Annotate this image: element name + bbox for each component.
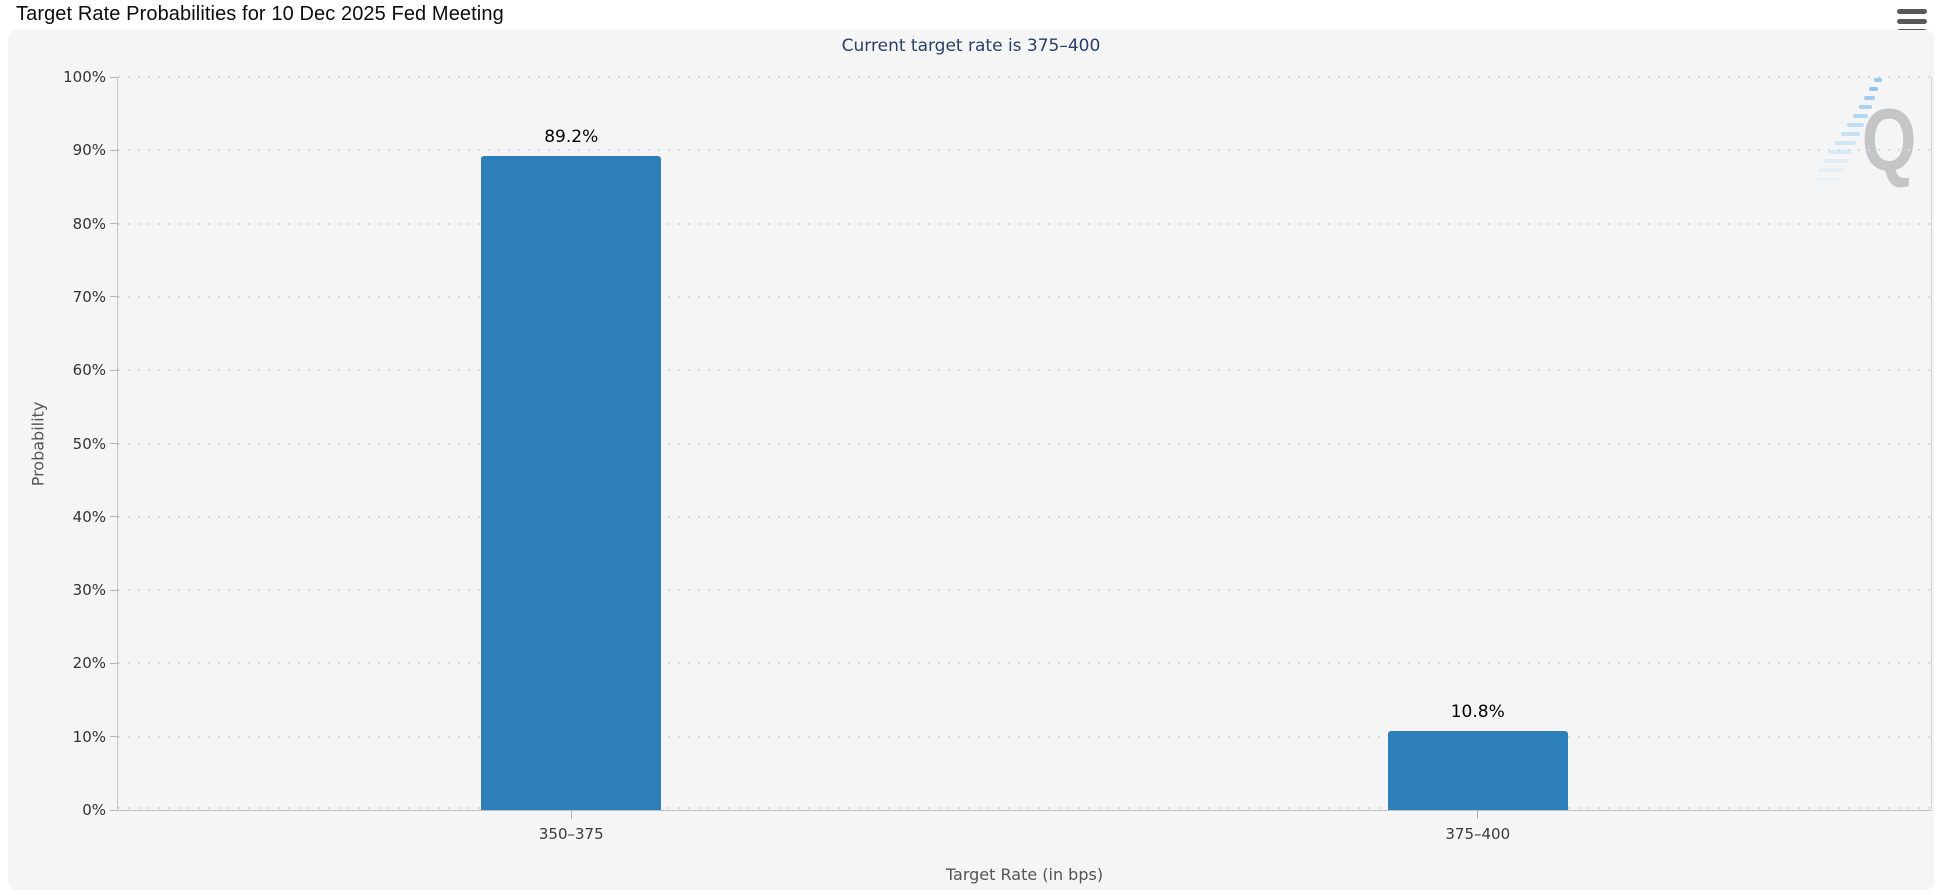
y-tick-label: 60%: [72, 361, 106, 380]
plot-area: 0% 10% 20% 30% 40% 50% 60% 70% 80% 90% 100% 89.2% 35…: [63, 68, 1932, 843]
gridline: [118, 442, 1931, 445]
y-tick-label: 100%: [63, 68, 106, 86]
y-tick-label: 20%: [72, 654, 106, 673]
gridline: [118, 589, 1931, 592]
bar-value-label: 10.8%: [1450, 701, 1505, 722]
x-axis-tick: [570, 810, 572, 819]
bar-350-375[interactable]: [481, 156, 662, 810]
gridline: [118, 149, 1931, 152]
y-axis-tick: [110, 809, 118, 811]
y-tick-label: 40%: [72, 507, 106, 526]
bar-375-400[interactable]: [1387, 730, 1568, 810]
y-axis-tick: [110, 296, 118, 298]
chart-title: Target Rate Probabilities for 10 Dec 202…: [16, 3, 504, 25]
y-axis-tick: [110, 662, 118, 664]
y-tick-label: 90%: [72, 141, 106, 160]
y-axis-tick: [110, 736, 118, 738]
gridline: [118, 807, 1931, 809]
gridline: [118, 515, 1931, 518]
gridline: [118, 369, 1931, 372]
y-tick-label: 50%: [72, 434, 106, 453]
chart-subtitle: Current target rate is 375–400: [841, 36, 1101, 56]
y-axis-tick: [110, 223, 118, 225]
y-tick-label: 30%: [72, 581, 106, 600]
y-axis-tick: [110, 443, 118, 444]
gridline: [118, 735, 1931, 738]
y-tick-label: 80%: [72, 214, 106, 233]
x-category-label: 350–375: [538, 825, 604, 843]
bar-value-label: 89.2%: [544, 127, 599, 148]
gridline: [118, 76, 1931, 78]
y-axis-tick: [110, 149, 118, 151]
x-axis-tick: [1477, 810, 1479, 819]
gridline: [118, 295, 1931, 298]
y-tick-label: 70%: [72, 287, 106, 306]
y-axis-tick: [110, 369, 118, 371]
x-category-label: 375–400: [1445, 825, 1511, 843]
y-axis-tick: [110, 76, 118, 78]
gridline: [118, 222, 1931, 225]
y-axis-title: Probability: [28, 401, 48, 487]
y-axis-tick: [110, 589, 118, 591]
y-axis-tick: [110, 516, 118, 518]
menu-bar: [1897, 19, 1927, 24]
gridline: [118, 662, 1931, 665]
y-tick-label: 10%: [72, 727, 106, 746]
menu-bar: [1897, 9, 1927, 14]
y-tick-label: 0%: [82, 801, 106, 819]
x-axis-title: Target Rate (in bps): [945, 865, 1104, 884]
chart-panel: Current target rate is 375–400 Q Probabi…: [8, 30, 1934, 890]
